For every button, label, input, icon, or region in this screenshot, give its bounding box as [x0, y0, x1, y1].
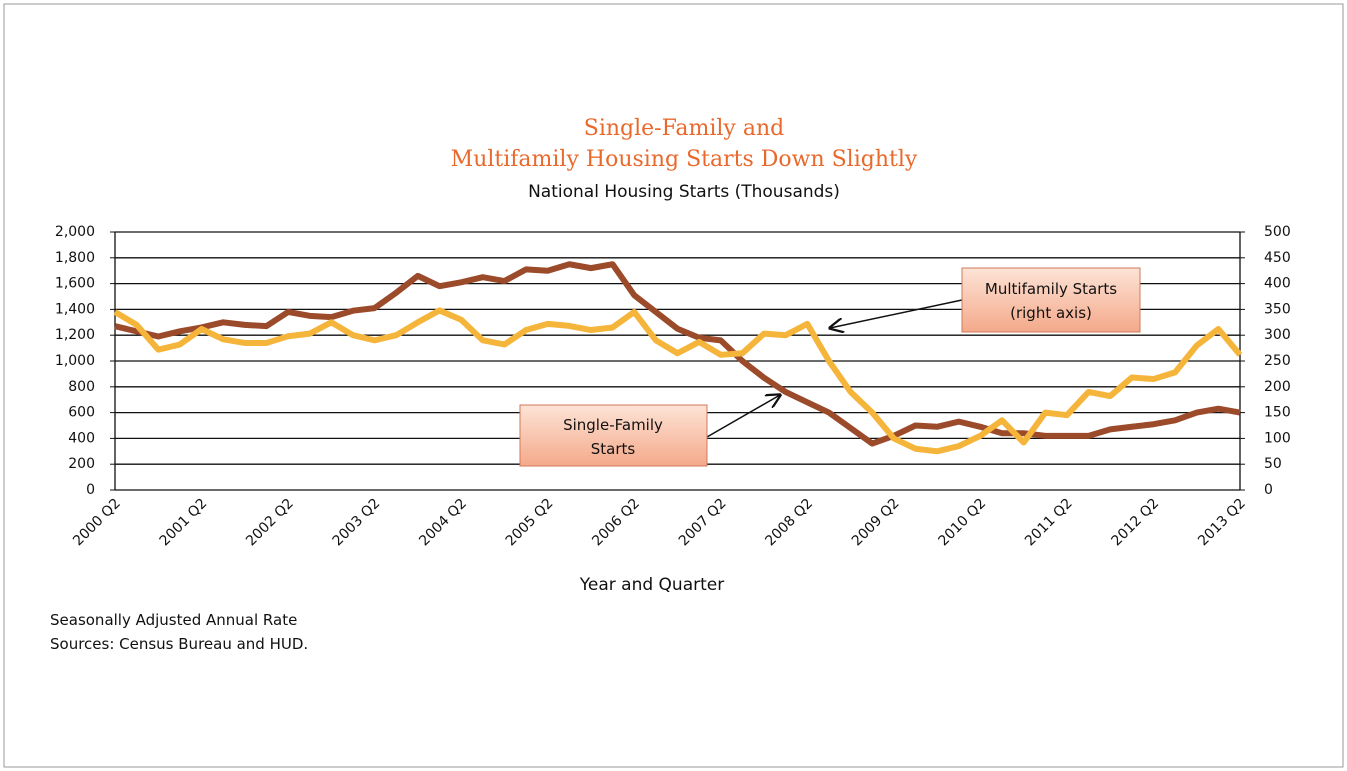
x-tick-label: 2010 Q2	[935, 496, 989, 550]
callout-arrow	[706, 395, 780, 438]
x-tick-label: 2008 Q2	[762, 496, 816, 550]
y-tick-label: 800	[68, 379, 95, 395]
callout-text: (right axis)	[1010, 304, 1092, 322]
callout-arrow	[830, 299, 963, 328]
x-axis-label: Year and Quarter	[579, 575, 724, 595]
y2-tick-label: 250	[1264, 353, 1291, 369]
plot	[113, 261, 1243, 455]
x-tick-label: 2000 Q2	[70, 496, 124, 550]
y-tick-label: 1,800	[55, 250, 95, 266]
y-tick-label: 200	[68, 456, 95, 472]
y2-tick-label: 300	[1264, 327, 1291, 343]
series-line	[114, 261, 1241, 447]
series-line	[113, 307, 1243, 455]
y2-tick-label: 150	[1264, 405, 1291, 421]
x-tick-label: 2012 Q2	[1109, 496, 1163, 550]
title-line: Single-Family and	[584, 116, 784, 141]
title-line: Multifamily Housing Starts Down Slightly	[451, 147, 918, 172]
y-tick-label: 1,600	[55, 276, 95, 292]
y-tick-label: 1,200	[55, 327, 95, 343]
callout-text: Single-Family	[563, 416, 663, 434]
y-tick-label: 1,000	[55, 353, 95, 369]
y2-tick-label: 350	[1264, 301, 1291, 317]
y-tick-label: 2,000	[55, 224, 95, 240]
callout-box	[519, 404, 708, 467]
callout-text: Multifamily Starts	[985, 280, 1117, 298]
y2-tick-label: 0	[1264, 482, 1273, 498]
x-tick-label: 2001 Q2	[157, 496, 211, 550]
x-tick-label: 2009 Q2	[849, 496, 903, 550]
y-tick-label: 1,400	[55, 301, 95, 317]
frame	[3, 3, 1344, 768]
x-tick-label: 2002 Q2	[243, 496, 297, 550]
callout-box	[961, 267, 1141, 333]
y2-tick-label: 500	[1264, 224, 1291, 240]
y2-tick-label: 200	[1264, 379, 1291, 395]
note: Sources: Census Bureau and HUD.	[50, 635, 308, 653]
x-tick-label: 2011 Q2	[1022, 496, 1076, 550]
x-tick-label: 2005 Q2	[503, 496, 557, 550]
x-tick-label: 2013 Q2	[1195, 496, 1249, 550]
y2-tick-label: 50	[1264, 456, 1282, 472]
y2-tick-label: 450	[1264, 250, 1291, 266]
y2-tick-label: 400	[1264, 276, 1291, 292]
y-tick-label: 400	[68, 430, 95, 446]
y-tick-label: 0	[86, 482, 95, 498]
x-tick-label: 2006 Q2	[589, 496, 643, 550]
y2-tick-label: 100	[1264, 430, 1291, 446]
x-tick-label: 2007 Q2	[676, 496, 730, 550]
note: Seasonally Adjusted Annual Rate	[50, 611, 297, 629]
callout-text: Starts	[591, 440, 636, 458]
subtitle: National Housing Starts (Thousands)	[528, 182, 840, 202]
x-tick-label: 2003 Q2	[330, 496, 384, 550]
y-tick-label: 600	[68, 405, 95, 421]
x-tick-label: 2004 Q2	[416, 496, 470, 550]
